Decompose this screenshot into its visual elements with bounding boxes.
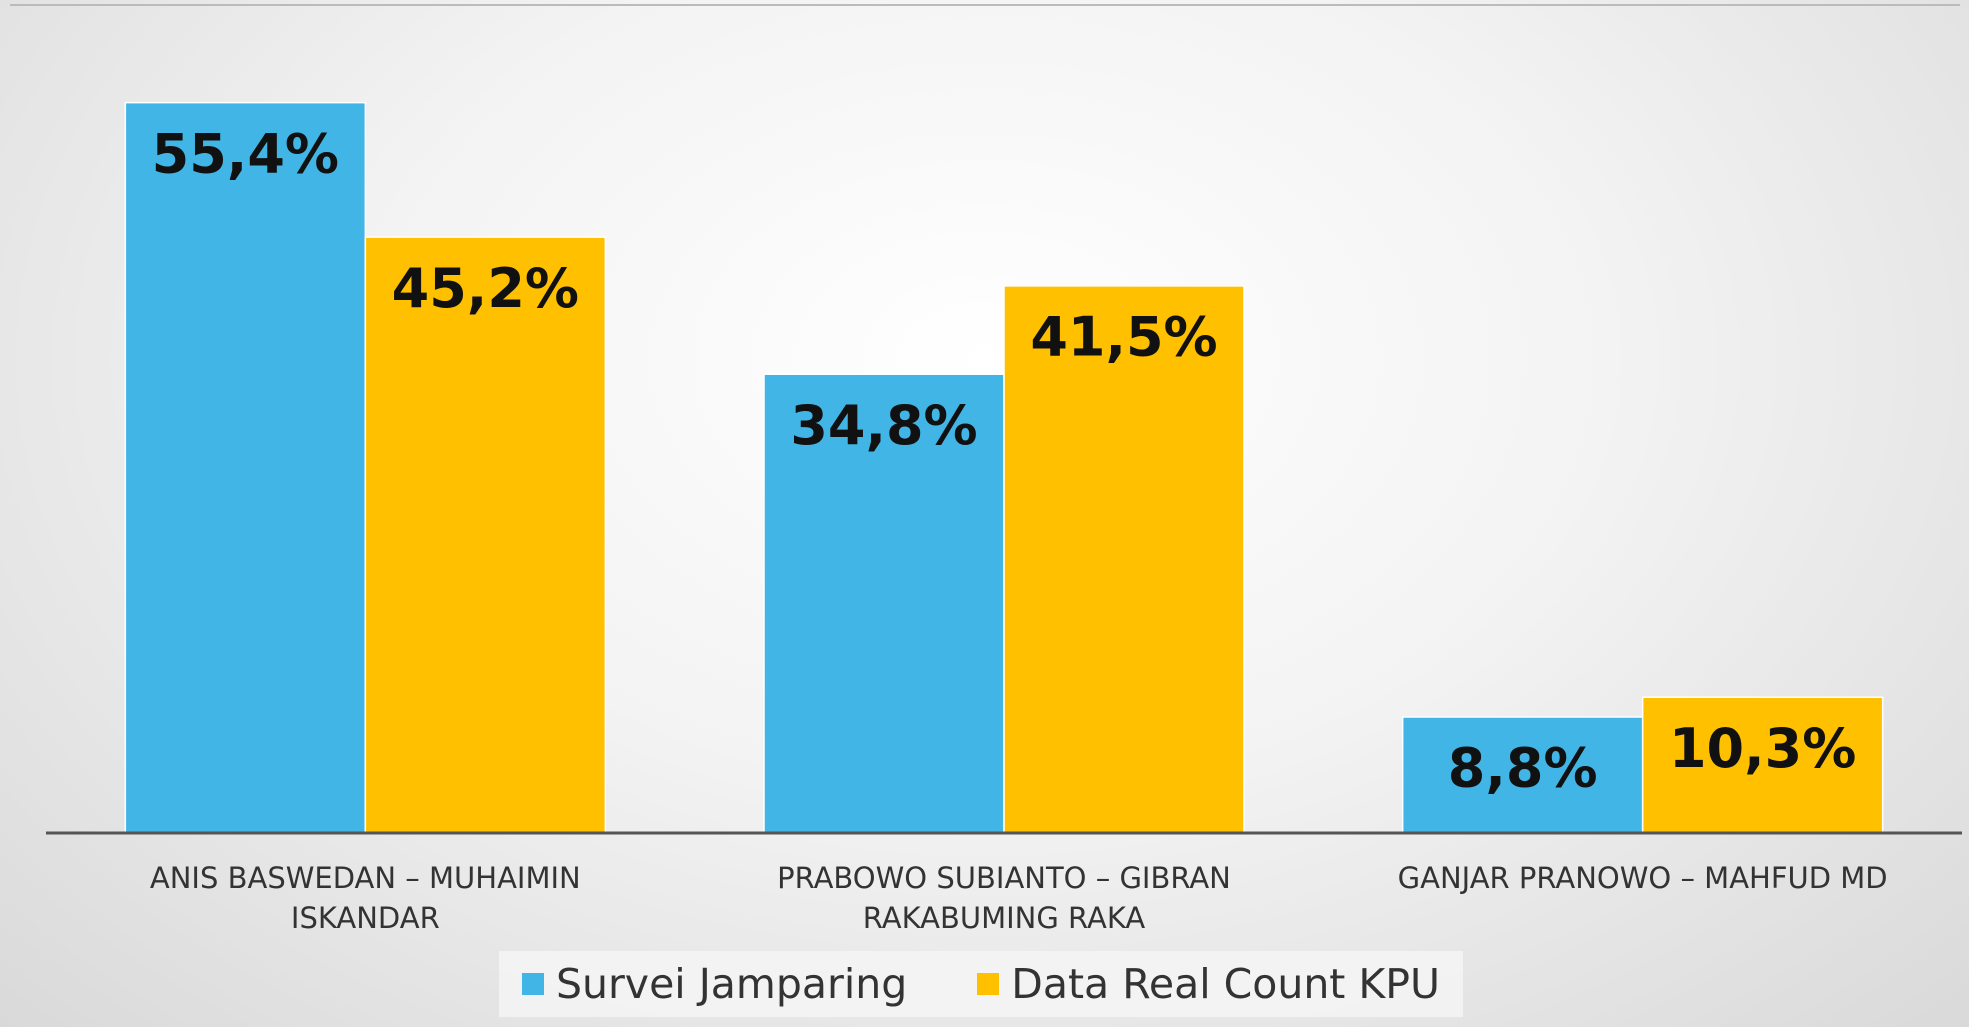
- data-label: 8,8%: [1448, 737, 1598, 800]
- legend-label: Survei Jamparing: [555, 960, 908, 1008]
- x-tick-label: ANIS BASWEDAN – MUHAIMIN ISKANDAR: [149, 861, 581, 935]
- bar: [124, 101, 367, 834]
- data-label: 55,4%: [152, 122, 339, 185]
- legend-swatch: [977, 973, 1000, 995]
- legend-item: Survei Jamparing: [521, 960, 908, 1008]
- data-label: 34,8%: [790, 394, 977, 457]
- legend-label: Data Real Count KPU: [1011, 960, 1441, 1008]
- x-tick-label: PRABOWO SUBIANTO – GIBRAN RAKABUMING RAK…: [777, 861, 1231, 935]
- data-label: 10,3%: [1669, 717, 1856, 780]
- x-tick-label: GANJAR PRANOWO – MAHFUD MD: [1397, 861, 1888, 895]
- data-label: 45,2%: [392, 257, 579, 320]
- legend-item: Data Real Count KPU: [977, 960, 1440, 1008]
- legend-swatch: [521, 973, 544, 995]
- bar: [364, 236, 607, 834]
- data-label: 41,5%: [1030, 306, 1217, 369]
- bar: [1641, 696, 1884, 834]
- bar: [1003, 285, 1245, 834]
- bar: [1401, 716, 1644, 834]
- legend: Survei Jamparing Data Real Count KPU: [499, 951, 1463, 1017]
